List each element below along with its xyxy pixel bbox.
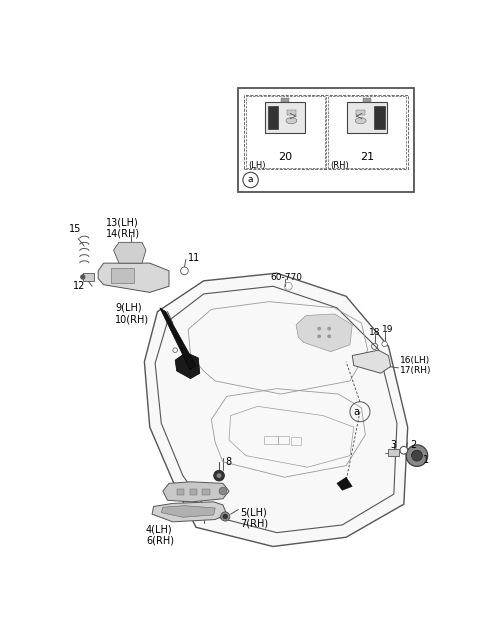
Text: 4(LH): 4(LH)	[146, 525, 172, 534]
Text: 13(LH): 13(LH)	[106, 218, 139, 227]
Text: 5(LH): 5(LH)	[240, 508, 266, 518]
Polygon shape	[98, 263, 169, 292]
Text: 10(RH): 10(RH)	[115, 314, 149, 324]
Text: 60-770: 60-770	[271, 273, 302, 282]
Text: 6(RH): 6(RH)	[146, 535, 174, 545]
Bar	[177, 489, 184, 495]
Bar	[281, 99, 289, 102]
Polygon shape	[144, 273, 408, 547]
Text: 8: 8	[225, 457, 231, 467]
Polygon shape	[337, 477, 352, 490]
Text: (LH): (LH)	[248, 161, 266, 170]
Text: 20: 20	[278, 152, 292, 163]
Bar	[264, 436, 277, 444]
Polygon shape	[352, 350, 391, 373]
Bar	[238, 88, 414, 192]
Bar	[83, 273, 94, 281]
Bar	[267, 106, 278, 129]
Circle shape	[214, 470, 225, 481]
Circle shape	[382, 341, 387, 347]
Text: 19: 19	[382, 325, 394, 334]
Text: 21: 21	[360, 152, 374, 163]
Bar	[287, 110, 296, 115]
Bar	[244, 95, 408, 169]
Text: 9(LH): 9(LH)	[115, 303, 142, 313]
Text: 12: 12	[73, 281, 85, 291]
Bar	[363, 99, 371, 102]
Bar	[202, 489, 210, 495]
Text: 17(RH): 17(RH)	[400, 367, 432, 376]
Text: 3: 3	[390, 440, 396, 450]
Circle shape	[217, 474, 221, 478]
Polygon shape	[163, 482, 229, 502]
Bar	[111, 268, 134, 283]
Circle shape	[400, 447, 408, 454]
Text: a: a	[248, 175, 253, 184]
Bar	[388, 449, 399, 456]
Polygon shape	[175, 353, 200, 379]
Circle shape	[81, 275, 85, 279]
Circle shape	[223, 514, 228, 519]
Circle shape	[180, 267, 188, 275]
Ellipse shape	[286, 118, 297, 124]
Bar	[347, 102, 387, 133]
Bar	[246, 96, 324, 168]
Text: 11: 11	[188, 253, 201, 263]
Circle shape	[327, 326, 331, 330]
Polygon shape	[114, 243, 146, 263]
Polygon shape	[160, 308, 196, 369]
Polygon shape	[161, 506, 215, 517]
Bar	[291, 437, 301, 445]
Bar	[328, 96, 406, 168]
Polygon shape	[296, 314, 352, 352]
Text: 16(LH): 16(LH)	[400, 356, 430, 365]
Circle shape	[406, 445, 428, 467]
Bar	[278, 436, 289, 444]
Polygon shape	[152, 502, 227, 522]
Circle shape	[221, 512, 230, 521]
Circle shape	[411, 451, 422, 461]
Text: (RH): (RH)	[330, 161, 348, 170]
Text: 14(RH): 14(RH)	[106, 228, 140, 238]
Bar	[265, 102, 305, 133]
Bar	[190, 489, 197, 495]
Circle shape	[243, 172, 258, 188]
Circle shape	[327, 334, 331, 338]
Circle shape	[317, 334, 321, 338]
Text: 18: 18	[369, 328, 381, 337]
Text: 15: 15	[69, 224, 81, 234]
Bar	[356, 110, 365, 115]
Circle shape	[219, 487, 227, 495]
Text: 1: 1	[423, 455, 429, 465]
Text: 2: 2	[410, 440, 416, 450]
Text: 7(RH): 7(RH)	[240, 518, 268, 529]
Ellipse shape	[355, 118, 366, 124]
Circle shape	[317, 326, 321, 330]
Text: a: a	[353, 407, 359, 417]
Bar	[374, 106, 384, 129]
